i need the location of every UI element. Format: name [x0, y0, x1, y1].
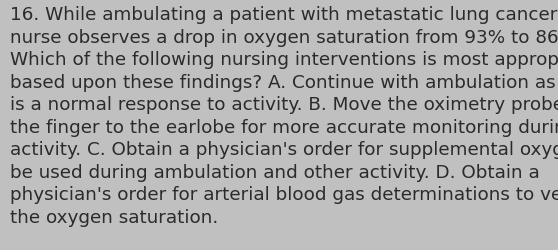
Text: 16. While ambulating a patient with metastatic lung cancer, the
nurse observes a: 16. While ambulating a patient with meta… [10, 6, 558, 226]
